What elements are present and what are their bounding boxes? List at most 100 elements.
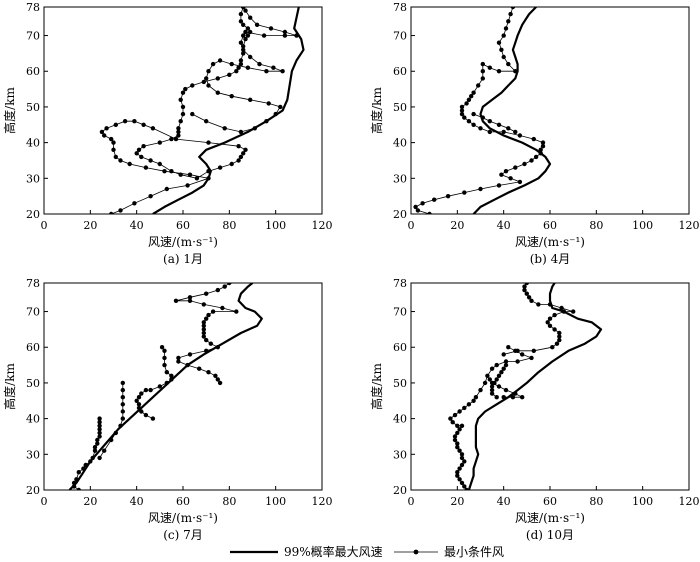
min-condition-wind-point [176, 355, 181, 361]
min-condition-wind-point [561, 309, 567, 314]
min-condition-wind-point [257, 61, 262, 67]
panel-caption: (c) 7月 [163, 528, 203, 542]
panel-caption: (b) 4月 [530, 252, 571, 266]
min-condition-wind-point [282, 29, 288, 35]
min-condition-wind-point [489, 387, 495, 393]
min-condition-wind-point [92, 445, 98, 450]
min-condition-wind-point [136, 395, 142, 400]
min-condition-wind-point [459, 452, 465, 457]
min-condition-wind-point [245, 65, 251, 70]
min-condition-wind-point [236, 144, 241, 149]
min-condition-wind-point [90, 455, 95, 461]
min-condition-wind-point [150, 416, 156, 421]
min-condition-wind-point [457, 409, 462, 414]
min-condition-wind-point [234, 69, 239, 74]
min-condition-wind-point [201, 334, 206, 339]
min-condition-wind-point [515, 348, 520, 353]
min-condition-wind-point [471, 90, 476, 95]
max-wind-line [68, 283, 263, 490]
min-condition-wind-point [452, 434, 458, 439]
min-condition-wind-point [136, 147, 142, 152]
y-tick-label: 30 [393, 448, 407, 461]
min-condition-wind-point [169, 169, 174, 174]
min-condition-wind-point [190, 111, 195, 117]
y-tick-label: 60 [26, 341, 40, 354]
x-tick-label: 120 [312, 495, 333, 508]
min-condition-wind-point [201, 323, 206, 328]
min-condition-wind-point [466, 97, 472, 103]
min-condition-wind-point [157, 161, 162, 167]
min-condition-wind-point [547, 323, 553, 328]
min-condition-wind-point [143, 387, 149, 393]
min-condition-wind-point [536, 302, 541, 307]
y-tick-label: 40 [26, 137, 40, 150]
y-tick-label: 30 [393, 172, 407, 185]
min-condition-wind-point [473, 395, 479, 400]
y-tick-label: 78 [26, 277, 40, 290]
plot-area [99, 7, 305, 214]
min-condition-wind-point [522, 161, 527, 167]
min-condition-wind-point [466, 119, 472, 124]
min-condition-wind-point [501, 33, 506, 38]
min-condition-wind-point [120, 387, 126, 393]
min-condition-wind-point [243, 147, 248, 152]
min-condition-wind-point [554, 341, 560, 346]
min-condition-wind-point [201, 79, 206, 85]
min-condition-wind-point [217, 165, 223, 170]
min-condition-wind-point [134, 398, 139, 403]
min-condition-wind-point [524, 283, 529, 286]
x-tick-label: 60 [176, 219, 190, 232]
min-condition-wind-point [215, 90, 220, 95]
min-condition-wind-point [508, 176, 513, 181]
min-condition-wind-point [471, 398, 476, 403]
legend-max-wind-label: 99%概率最大风速 [284, 544, 383, 559]
min-condition-wind-point [120, 416, 126, 421]
min-condition-wind-point [71, 480, 77, 486]
min-condition-wind-point [557, 330, 562, 336]
min-condition-wind-point [95, 437, 100, 443]
min-condition-wind-point [118, 158, 123, 163]
min-condition-wind-point [143, 165, 149, 170]
min-condition-wind-point [496, 373, 502, 378]
min-condition-wind-point [501, 352, 506, 357]
min-condition-wind-point [280, 69, 285, 74]
min-condition-wind-point [183, 86, 188, 92]
min-condition-wind-point [522, 284, 527, 289]
min-condition-wind-point [113, 430, 119, 436]
min-condition-wind-point [529, 158, 534, 163]
min-condition-wind-point [517, 179, 523, 185]
min-condition-wind-point [268, 26, 274, 31]
min-condition-wind-point [480, 61, 485, 67]
min-condition-wind-point [445, 194, 451, 199]
min-condition-wind-point [109, 211, 114, 214]
min-condition-wind-point [459, 104, 465, 110]
min-condition-wind-line [101, 7, 251, 214]
min-condition-wind-point [503, 387, 509, 393]
min-condition-wind-point [517, 133, 523, 138]
min-condition-wind-point [552, 327, 557, 332]
min-condition-wind-point [238, 58, 244, 63]
min-condition-wind-point [159, 345, 165, 350]
min-condition-wind-point [489, 384, 495, 389]
min-condition-wind-point [120, 402, 126, 407]
min-condition-wind-point [134, 151, 139, 156]
x-axis-label: 风速/(m·s⁻¹) [148, 511, 218, 525]
min-condition-wind-point [111, 140, 116, 145]
min-condition-wind-point [482, 380, 488, 386]
min-condition-wind-point [487, 377, 492, 382]
min-condition-wind-point [557, 334, 562, 339]
min-condition-wind-point [557, 337, 562, 343]
min-condition-wind-point [273, 111, 278, 117]
min-condition-wind-point [176, 129, 181, 135]
min-condition-wind-point [81, 466, 86, 471]
plot-area [68, 283, 263, 490]
min-condition-wind-point [227, 283, 232, 286]
min-condition-wind-point [455, 445, 460, 450]
min-condition-wind-point [187, 298, 193, 303]
min-condition-wind-point [187, 352, 193, 357]
min-condition-wind-point [506, 126, 511, 131]
min-condition-wind-point [243, 36, 248, 42]
min-condition-wind-point [206, 83, 211, 88]
min-condition-wind-point [169, 373, 174, 378]
min-condition-wind-point [95, 441, 100, 446]
